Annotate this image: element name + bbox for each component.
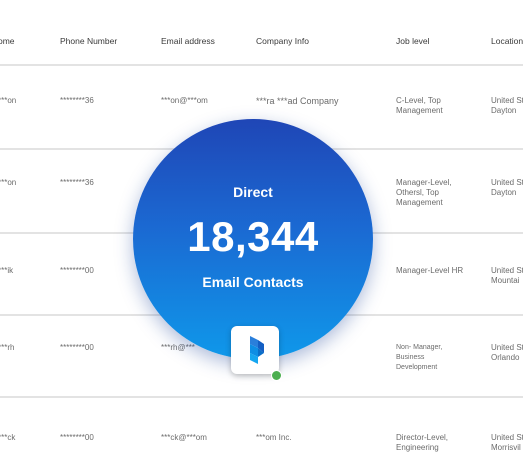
cell-company: ***ra ***ad Company bbox=[256, 96, 339, 106]
header-email[interactable]: Email address bbox=[161, 36, 215, 46]
cell-phone: ********00 bbox=[60, 343, 94, 352]
cell-job-level: Non- Manager, Business Development bbox=[396, 344, 443, 371]
table-row[interactable]: ***ck ********00 ***ck@***om ***om Inc. … bbox=[0, 398, 523, 476]
header-location[interactable]: Location bbox=[491, 36, 523, 46]
header-company[interactable]: Company Info bbox=[256, 36, 309, 46]
brand-logo-icon-shape bbox=[250, 336, 264, 364]
cell-location: United St Orlando bbox=[491, 343, 523, 362]
badge-count: 18,344 bbox=[187, 213, 319, 260]
cell-location: United St Dayton bbox=[491, 96, 523, 115]
cell-job-level: C-Level, Top Management bbox=[396, 96, 443, 115]
header-job-level[interactable]: Job level bbox=[396, 36, 430, 46]
cell-name: ***rh bbox=[0, 343, 15, 352]
contacts-count-badge: Direct 18,344 Email Contacts bbox=[133, 119, 373, 359]
cell-name: ***ik bbox=[0, 266, 14, 275]
cell-phone: ********36 bbox=[60, 96, 94, 105]
cell-email: ***rh@*** bbox=[161, 343, 195, 352]
cell-email: ***on@***om bbox=[161, 96, 208, 105]
cell-company: ***om Inc. bbox=[256, 433, 292, 442]
cell-job-level: Manager-Level, Othersl, Top Management bbox=[396, 178, 452, 207]
cell-job-level: Manager-Level HR bbox=[396, 266, 464, 275]
cell-phone: ********00 bbox=[60, 266, 94, 275]
cell-location: United St Morrisvil bbox=[491, 433, 523, 452]
brand-logo-icon[interactable] bbox=[231, 326, 279, 374]
cell-name: ***on bbox=[0, 178, 17, 187]
badge-top-label: Direct bbox=[233, 184, 273, 200]
header-phone[interactable]: Phone Number bbox=[60, 36, 118, 46]
cell-phone: ********36 bbox=[60, 178, 94, 187]
online-status-dot bbox=[271, 370, 282, 381]
cell-phone: ********00 bbox=[60, 433, 94, 442]
cell-location: United St Mountai bbox=[491, 266, 523, 285]
cell-location: United St Dayton bbox=[491, 178, 523, 197]
cell-name: ***ck bbox=[0, 433, 16, 442]
header-name[interactable]: ome bbox=[0, 36, 15, 46]
cell-job-level: Director-Level, Engineering bbox=[396, 433, 449, 452]
cell-email: ***ck@***om bbox=[161, 433, 207, 442]
badge-bottom-label: Email Contacts bbox=[202, 274, 304, 290]
table-header: ome Phone Number Email address Company I… bbox=[0, 0, 523, 66]
table-row[interactable]: ***rh ********00 ***rh@*** Non- Manager,… bbox=[0, 316, 523, 398]
cell-name: ***on bbox=[0, 96, 17, 105]
